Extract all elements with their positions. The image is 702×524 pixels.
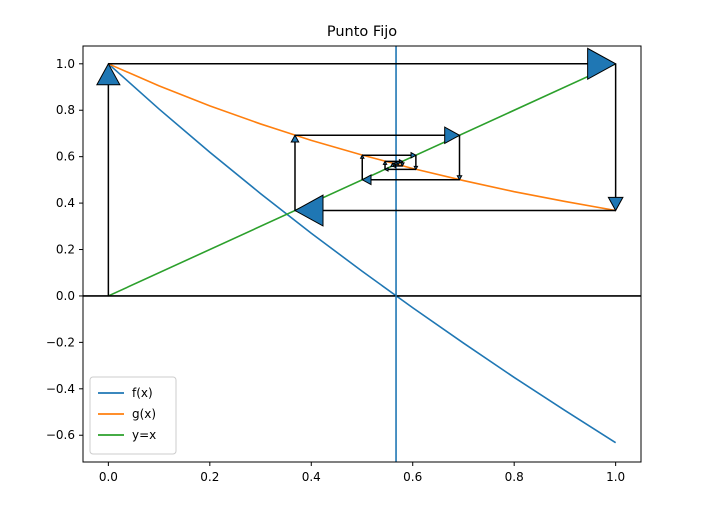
- cobweb-arrow-head: [444, 126, 461, 145]
- cobweb-arrow-head: [96, 62, 121, 86]
- cobweb-arrow-head: [607, 196, 624, 212]
- axes: 0.0 0.2 0.4 0.6 0.8 1.0 −0.6 −0.4 −0.2 0.0 0.2 0.4 0…: [46, 45, 642, 484]
- x-tick-label: 0.0: [99, 470, 118, 484]
- cobweb-arrow-head: [359, 154, 365, 159]
- legend-label: f(x): [132, 386, 153, 400]
- y-tick-label: −0.2: [46, 335, 75, 349]
- cobweb-arrow-head: [395, 161, 401, 166]
- plot-frame: [82, 45, 642, 463]
- y-tick-label: 0.2: [56, 243, 75, 257]
- y-tick-label: −0.4: [46, 382, 75, 396]
- cobweb-arrow: [456, 135, 463, 181]
- cobweb-arrow: [362, 151, 417, 159]
- cobweb-arrow-head: [399, 162, 405, 167]
- y-tick-label: −0.6: [46, 428, 75, 442]
- y-tick-label: 1.0: [56, 57, 75, 71]
- cobweb-arrow: [382, 160, 388, 170]
- cobweb-arrow-head: [290, 134, 300, 143]
- cobweb-arrow: [607, 63, 624, 212]
- cobweb-arrow-head: [410, 151, 417, 159]
- x-tick-label: 0.8: [505, 470, 524, 484]
- cobweb-arrow-head: [293, 194, 324, 227]
- y-tick-label: 0.8: [56, 103, 75, 117]
- plot-area: [83, 46, 641, 462]
- legend: f(x) g(x) y=x: [89, 376, 177, 455]
- x-tick-label: 1.0: [606, 470, 625, 484]
- cobweb-arrow-head: [383, 166, 389, 172]
- y-tick-label: 0.0: [56, 289, 75, 303]
- cobweb-arrow: [361, 174, 460, 186]
- cobweb-arrow: [96, 62, 121, 296]
- cobweb-arrow: [108, 47, 617, 81]
- cobweb-arrow: [399, 161, 405, 167]
- series-line-f(x): [107, 63, 617, 444]
- cobweb-arrow-head: [389, 162, 395, 167]
- x-tick-label: 0.6: [403, 470, 422, 484]
- cobweb-arrow: [383, 166, 416, 172]
- cobweb-arrow-head: [361, 174, 372, 186]
- cobweb-arrow-head: [456, 175, 463, 181]
- cobweb-arrow: [293, 194, 616, 227]
- cobweb-arrow: [413, 155, 419, 171]
- x-tick-label: 0.2: [200, 470, 219, 484]
- y-tick-label: 0.4: [56, 196, 75, 210]
- legend-label: g(x): [132, 407, 156, 421]
- chart-title: Punto Fijo: [327, 24, 397, 40]
- cobweb-arrow: [395, 161, 401, 166]
- cobweb-arrow: [290, 134, 300, 211]
- cobweb-arrow-head: [413, 165, 419, 171]
- legend-label: y=x: [132, 428, 156, 442]
- cobweb-arrow-head: [587, 47, 617, 81]
- x-tick-label: 0.4: [302, 470, 321, 484]
- cobweb-arrow: [359, 154, 365, 180]
- cobweb-arrow-head: [382, 160, 388, 165]
- y-tick-label: 0.6: [56, 150, 75, 164]
- cobweb-arrow: [294, 126, 461, 145]
